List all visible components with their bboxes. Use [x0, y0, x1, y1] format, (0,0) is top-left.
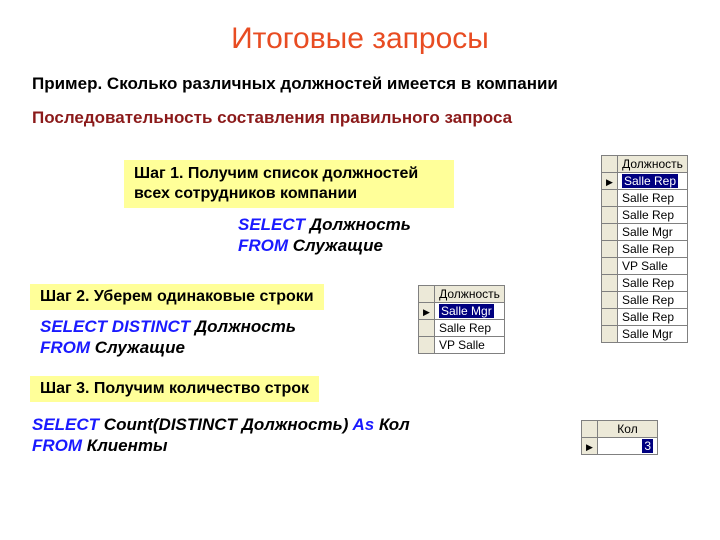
table-row: Salle Rep — [602, 173, 688, 190]
tbody-1: Salle RepSalle RepSalle RepSalle MgrSall… — [602, 173, 688, 343]
query-3: SELECT Count(DISTINCT Должность) As Кол … — [32, 414, 410, 457]
col-name: Должность — [190, 317, 296, 336]
tbody-3: 3 — [582, 438, 658, 455]
cell-value: Salle Mgr — [618, 224, 688, 241]
table-row: VP Salle — [419, 337, 505, 354]
row-marker — [602, 241, 618, 258]
cell-value: Salle Rep — [618, 241, 688, 258]
step-3-label: Шаг 3. Получим количество строк — [30, 376, 319, 402]
row-marker — [602, 224, 618, 241]
row-marker — [582, 438, 598, 455]
alias: Кол — [374, 415, 410, 434]
table-row: Salle Rep — [602, 207, 688, 224]
tbody-2: Salle MgrSalle RepVP Salle — [419, 303, 505, 354]
cell-value: Salle Rep — [618, 275, 688, 292]
row-marker — [419, 337, 435, 354]
cell-value: VP Salle — [618, 258, 688, 275]
table-row: Salle Mgr — [602, 326, 688, 343]
cell-value: Salle Rep — [435, 320, 505, 337]
corner-cell — [602, 156, 618, 173]
cell-value: Salle Rep — [618, 309, 688, 326]
corner-cell — [419, 286, 435, 303]
table-row: VP Salle — [602, 258, 688, 275]
kw-select: SELECT — [32, 415, 99, 434]
kw-select: SELECT — [238, 215, 305, 234]
cell-value: Salle Mgr — [435, 303, 505, 320]
cell-value: Salle Rep — [618, 292, 688, 309]
slide-title: Итоговые запросы — [0, 0, 720, 56]
kw-as: As — [348, 415, 374, 434]
row-marker — [602, 309, 618, 326]
kw-from: FROM — [32, 436, 82, 455]
query-1: SELECT Должность FROM Служащие — [238, 214, 411, 257]
step-2-label: Шаг 2. Уберем одинаковые строки — [30, 284, 324, 310]
col-header: Должность — [435, 286, 505, 303]
sequence-label: Последовательность составления правильно… — [0, 94, 720, 128]
row-marker — [602, 326, 618, 343]
table-row: Salle Rep — [419, 320, 505, 337]
tbl-name: Клиенты — [82, 436, 168, 455]
cell-value: Salle Rep — [618, 190, 688, 207]
col-name: Должность) — [237, 415, 348, 434]
table-row: Salle Mgr — [602, 224, 688, 241]
table-row: Salle Rep — [602, 275, 688, 292]
row-marker — [602, 258, 618, 275]
cell-value: 3 — [598, 438, 658, 455]
cell-value: Salle Rep — [618, 173, 688, 190]
step-1-label: Шаг 1. Получим список должностей всех со… — [124, 160, 454, 208]
row-marker — [602, 275, 618, 292]
corner-cell — [582, 421, 598, 438]
row-marker — [602, 292, 618, 309]
cell-value: VP Salle — [435, 337, 505, 354]
row-marker — [419, 320, 435, 337]
table-row: Salle Mgr — [419, 303, 505, 320]
table-row: Salle Rep — [602, 190, 688, 207]
example-text: Пример. Сколько различных должностей име… — [0, 56, 720, 94]
cell-value: Salle Rep — [618, 207, 688, 224]
col-header: Кол — [598, 421, 658, 438]
result-table-2: Должность Salle MgrSalle RepVP Salle — [418, 285, 505, 354]
row-marker — [602, 173, 618, 190]
tbl-name: Служащие — [90, 338, 185, 357]
fn-count: Count(DISTINCT — [99, 415, 237, 434]
table-row: 3 — [582, 438, 658, 455]
row-marker — [602, 190, 618, 207]
result-table-3: Кол 3 — [581, 420, 658, 455]
row-marker — [419, 303, 435, 320]
query-2: SELECT DISTINCT Должность FROM Служащие — [40, 316, 296, 359]
table-row: Salle Rep — [602, 309, 688, 326]
result-table-1: Должность Salle RepSalle RepSalle RepSal… — [601, 155, 688, 343]
row-marker — [602, 207, 618, 224]
cell-value: Salle Mgr — [618, 326, 688, 343]
table-row: Salle Rep — [602, 292, 688, 309]
kw-select-distinct: SELECT DISTINCT — [40, 317, 190, 336]
col-name: Должность — [305, 215, 411, 234]
table-row: Salle Rep — [602, 241, 688, 258]
col-header: Должность — [618, 156, 688, 173]
kw-from: FROM — [238, 236, 288, 255]
kw-from: FROM — [40, 338, 90, 357]
tbl-name: Служащие — [288, 236, 383, 255]
